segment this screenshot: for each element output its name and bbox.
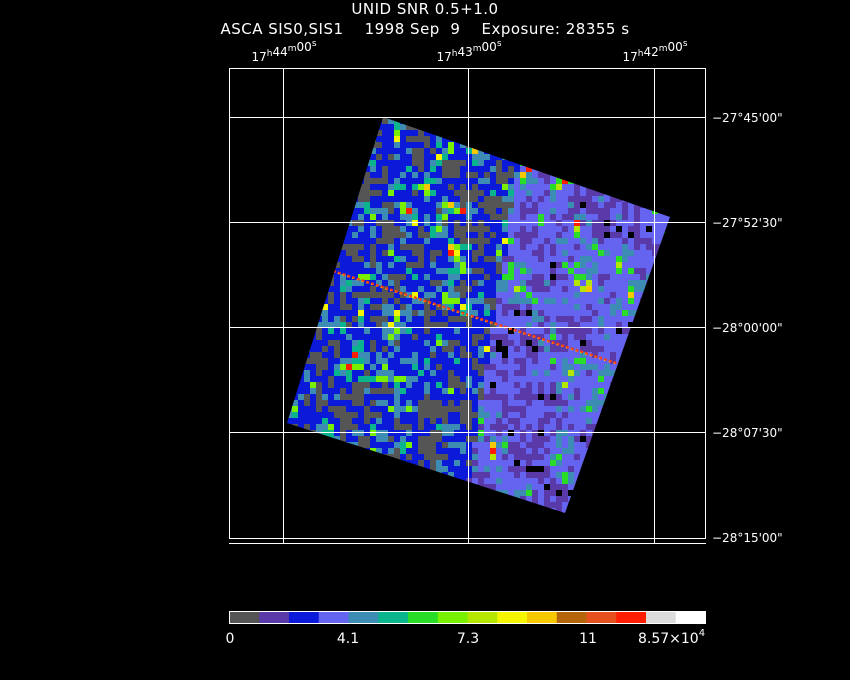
colorbar-swatch: [318, 611, 349, 624]
ra-axis-labels: 17h44m00s 17h43m00s 17h42m00s: [251, 39, 687, 64]
ra-label-1742: 17h42m00s: [622, 39, 687, 64]
colorbar-swatch: [497, 611, 528, 624]
colorbar-swatch: [586, 611, 617, 624]
pixel-field: [287, 117, 670, 513]
colorbar-swatch: [408, 611, 439, 624]
colorbar-swatch: [527, 611, 558, 624]
colorbar-swatch: [467, 611, 498, 624]
readout-streak: [332, 269, 623, 367]
dec-label-5: −28°15'00": [712, 531, 783, 545]
colorbar-label-0: 0: [226, 631, 235, 647]
plot-frame: [229, 68, 706, 544]
colorbar-label-2: 7.3: [457, 631, 479, 647]
dec-label-3: −28°00'00": [712, 321, 783, 335]
sis-exposure-map: [287, 117, 670, 513]
colorbar-label-1: 4.1: [337, 631, 359, 647]
coordinate-grid: [229, 68, 706, 543]
colorbar-swatch: [229, 611, 260, 624]
dec-axis-labels: −27°45'00" −27°52'30" −28°00'00" −28°07'…: [712, 111, 783, 545]
colorbar-swatch: [675, 611, 706, 624]
ra-label-1744: 17h44m00s: [251, 39, 316, 64]
colorbar-label-4: 8.57×104: [638, 628, 705, 647]
colorbar-labels: 0 4.1 7.3 11 8.57×104: [226, 628, 706, 647]
colorbar-swatch: [616, 611, 647, 624]
colorbar-swatch: [289, 611, 320, 624]
colorbar-swatch: [259, 611, 290, 624]
dec-label-2: −27°52'30": [712, 216, 783, 230]
colorbar-swatch: [556, 611, 587, 624]
ra-label-1743: 17h43m00s: [436, 39, 501, 64]
image-subtitle: ASCA SIS0,SIS1 1998 Sep 9 Exposure: 2835…: [220, 20, 630, 38]
colorbar-label-3: 11: [579, 631, 597, 647]
colorbar: [229, 611, 706, 624]
colorbar-swatch: [437, 611, 468, 624]
colorbar-swatch: [348, 611, 379, 624]
colorbar-swatch: [378, 611, 409, 624]
dec-label-4: −28°07'30": [712, 426, 783, 440]
colorbar-frame: [229, 611, 706, 624]
colorbar-swatch: [646, 611, 677, 624]
image-title: UNID SNR 0.5+1.0: [351, 0, 499, 18]
dec-label-1: −27°45'00": [712, 111, 783, 125]
